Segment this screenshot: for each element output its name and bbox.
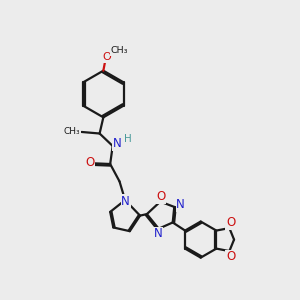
Text: O: O [156,190,166,203]
Text: N: N [176,198,185,211]
Text: N: N [122,194,130,208]
Text: O: O [85,156,94,169]
Text: N: N [154,227,163,241]
Text: O: O [226,216,235,229]
Text: O: O [102,52,111,62]
Text: CH₃: CH₃ [110,46,128,55]
Text: N: N [113,137,122,150]
Text: O: O [226,250,235,263]
Text: H: H [124,134,131,144]
Text: CH₃: CH₃ [64,127,80,136]
